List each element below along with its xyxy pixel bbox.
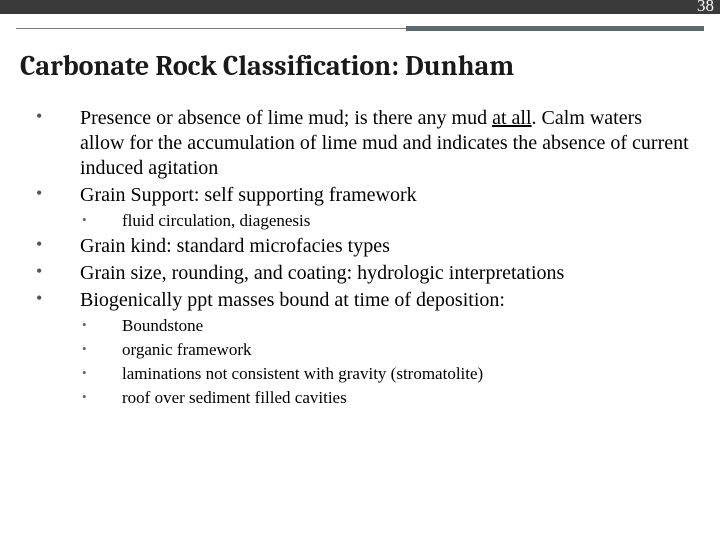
bullet-item: • Grain Support: self supporting framewo…	[30, 183, 690, 208]
page-number: 38	[697, 0, 714, 16]
sub-bullet-text: organic framework	[122, 339, 252, 361]
sub-bullet-marker: •	[80, 339, 122, 361]
bullet-item: • Grain kind: standard microfacies types	[30, 234, 690, 259]
bullet-marker: •	[30, 288, 80, 313]
bullet-marker: •	[30, 183, 80, 208]
sub-bullet-marker: •	[80, 363, 122, 385]
bullet-text: Grain Support: self supporting framework	[80, 183, 417, 208]
sub-bullet-item: • organic framework	[30, 339, 690, 361]
divider-left	[16, 28, 406, 29]
bullet-text: Presence or absence of lime mud; is ther…	[80, 106, 690, 181]
slide-content: • Presence or absence of lime mud; is th…	[0, 106, 720, 409]
divider-line	[0, 14, 720, 42]
bullet-text-part: Presence or absence of lime mud; is ther…	[80, 107, 492, 129]
bullet-marker: •	[30, 234, 80, 259]
slide-title: Carbonate Rock Classification: Dunham	[0, 42, 720, 106]
sub-bullet-text: roof over sediment filled cavities	[122, 387, 347, 409]
bullet-text: Grain kind: standard microfacies types	[80, 234, 390, 259]
sub-bullet-text: Boundstone	[122, 315, 203, 337]
sub-bullet-text: fluid circulation, diagenesis	[122, 210, 310, 232]
bullet-text: Grain size, rounding, and coating: hydro…	[80, 261, 564, 286]
bullet-item: • Presence or absence of lime mud; is th…	[30, 106, 690, 181]
bullet-text-underline: at all	[492, 107, 531, 129]
sub-bullet-marker: •	[80, 210, 122, 232]
divider-right	[406, 26, 704, 31]
sub-bullet-item: • laminations not consistent with gravit…	[30, 363, 690, 385]
top-bar: 38	[0, 0, 720, 14]
sub-bullet-marker: •	[80, 387, 122, 409]
main-bullet-list: • Presence or absence of lime mud; is th…	[30, 106, 690, 409]
bullet-marker: •	[30, 106, 80, 181]
bullet-marker: •	[30, 261, 80, 286]
sub-bullet-item: • fluid circulation, diagenesis	[30, 210, 690, 232]
sub-bullet-item: • Boundstone	[30, 315, 690, 337]
bullet-text: Biogenically ppt masses bound at time of…	[80, 288, 505, 313]
bullet-item: • Grain size, rounding, and coating: hyd…	[30, 261, 690, 286]
sub-bullet-text: laminations not consistent with gravity …	[122, 363, 483, 385]
bullet-item: • Biogenically ppt masses bound at time …	[30, 288, 690, 313]
sub-bullet-marker: •	[80, 315, 122, 337]
sub-bullet-item: • roof over sediment filled cavities	[30, 387, 690, 409]
